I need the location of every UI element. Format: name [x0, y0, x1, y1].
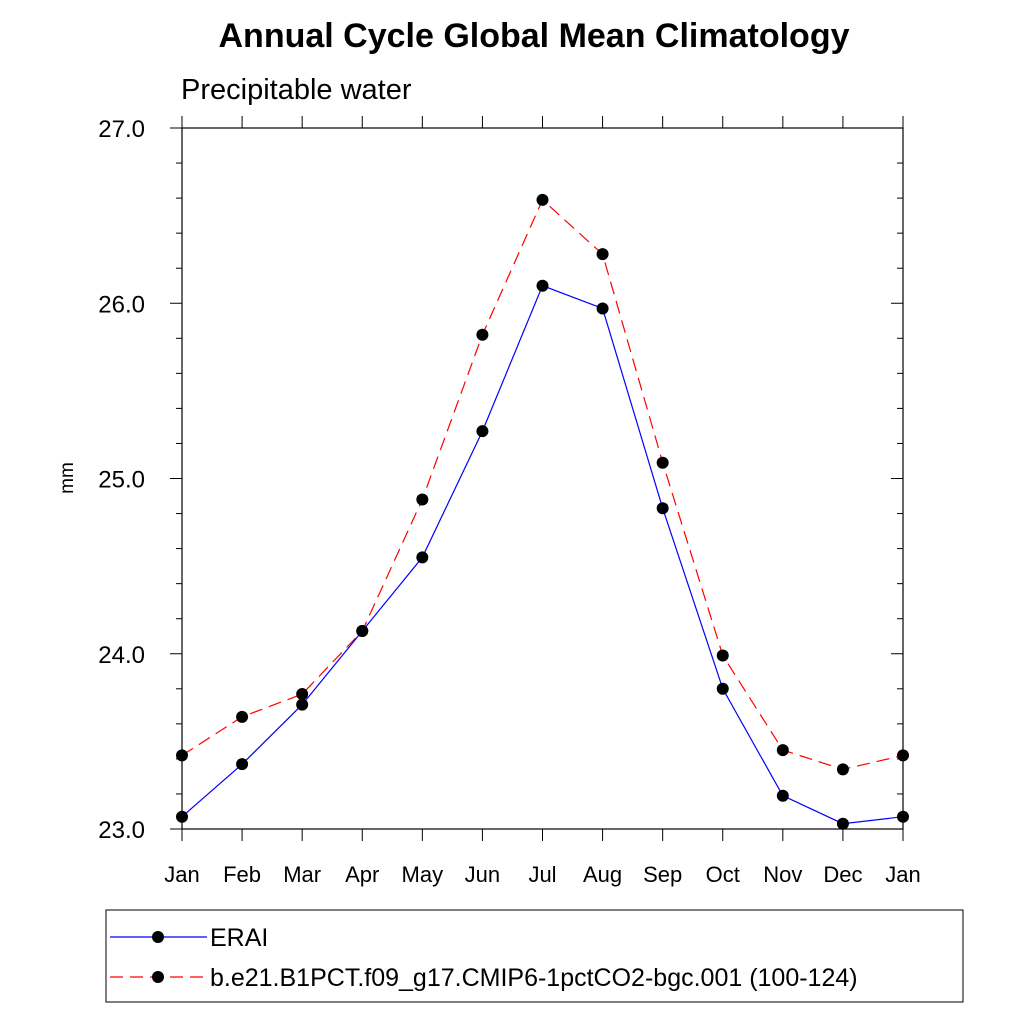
legend-marker [152, 931, 164, 943]
y-tick-label: 27.0 [98, 116, 145, 143]
x-tick-label: Mar [283, 862, 321, 887]
y-tick-label: 25.0 [98, 467, 145, 494]
x-tick-label: Sep [643, 862, 682, 887]
x-tick-label: Apr [345, 862, 379, 887]
x-tick-labels: Jan Feb Mar Apr May Jun Jul Aug Sep Oct Nov Dec Jan [164, 862, 920, 887]
data-point-model [536, 193, 549, 206]
chart-title: Annual Cycle Global Mean Climatology [219, 17, 850, 55]
data-point-model [236, 710, 249, 723]
y-tick-labels: 23.0 24.0 25.0 26.0 27.0 [98, 116, 145, 844]
y-axis-label: mm [57, 462, 78, 494]
data-point-erai [176, 810, 188, 823]
x-tick-label: Jun [465, 862, 500, 887]
data-point-erai [836, 817, 849, 830]
data-point-model [897, 749, 909, 762]
y-tick-label: 24.0 [98, 642, 145, 669]
x-tick-label: Dec [823, 862, 862, 887]
legend-label: b.e21.B1PCT.f09_g17.CMIP6-1pctCO2-bgc.00… [210, 964, 858, 992]
data-point-erai [296, 698, 309, 711]
data-point-model [476, 328, 489, 341]
data-point-erai [716, 682, 729, 695]
data-point-erai [656, 502, 669, 515]
y-tick-label: 26.0 [98, 291, 145, 318]
series-layer [176, 193, 909, 830]
legend-box [105, 909, 964, 1003]
legend-label: ERAI [210, 924, 268, 952]
x-tick-label: Jan [885, 862, 920, 887]
legend: ERAI b.e21.B1PCT.f09_g17.CMIP6-1pctCO2-bg… [110, 924, 858, 992]
data-point-erai [476, 425, 489, 438]
legend-marker [152, 971, 164, 983]
data-point-erai [596, 302, 609, 315]
x-tick-label: Aug [583, 862, 622, 887]
x-tick-label: Feb [223, 862, 261, 887]
data-point-erai [236, 758, 249, 771]
data-point-erai [897, 810, 909, 823]
x-tick-label: May [402, 862, 444, 887]
x-tick-label: Oct [706, 862, 740, 887]
data-point-model [776, 744, 789, 757]
y-tick-label: 23.0 [98, 817, 145, 844]
data-point-model [596, 248, 609, 261]
data-point-model [176, 749, 188, 762]
data-point-model [836, 763, 849, 776]
x-tick-label: Nov [763, 862, 802, 887]
axis-ticks [170, 116, 904, 841]
data-point-model [416, 493, 429, 506]
chart-subtitle: Precipitable water [181, 74, 412, 106]
data-point-model [716, 649, 729, 662]
data-point-erai [776, 789, 789, 802]
data-point-model [656, 456, 669, 469]
data-point-erai [416, 551, 429, 564]
x-tick-label: Jul [528, 862, 556, 887]
data-point-erai [536, 279, 549, 292]
data-point-model [296, 688, 309, 701]
x-tick-label: Jan [164, 862, 199, 887]
data-point-model [356, 624, 369, 637]
